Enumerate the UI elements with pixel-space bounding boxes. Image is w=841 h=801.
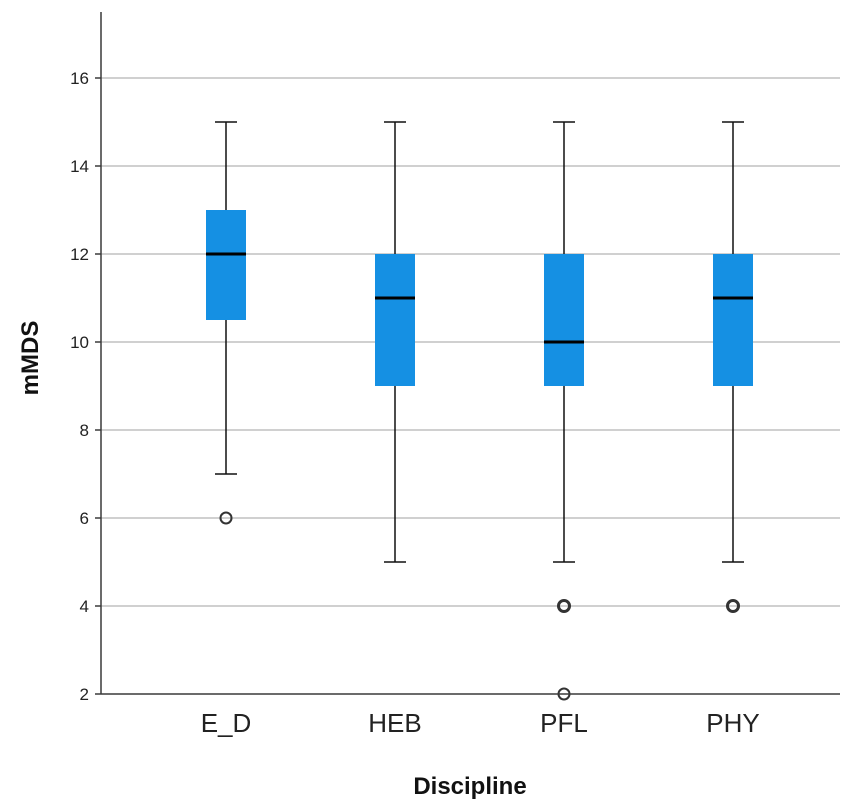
outlier-point-1	[557, 599, 571, 613]
iqr-box	[713, 254, 753, 386]
iqr-box	[206, 210, 246, 320]
y-tick-label-12: 12	[70, 245, 89, 264]
y-axis-ticks: 2 4 6 8 10 12 14 16	[70, 69, 101, 704]
y-tick-label-4: 4	[80, 597, 89, 616]
y-tick-label-16: 16	[70, 69, 89, 88]
outlier-point-1	[219, 511, 233, 525]
x-axis-ticks: E_D HEB PFL PHY	[201, 708, 760, 738]
y-tick-label-10: 10	[70, 333, 89, 352]
x-tick-label-e-d: E_D	[201, 708, 252, 738]
box-series	[206, 121, 753, 701]
y-tick-label-8: 8	[80, 421, 89, 440]
box-phy	[713, 121, 753, 613]
iqr-box	[544, 254, 584, 386]
iqr-box	[375, 254, 415, 386]
box-heb	[375, 121, 415, 563]
y-axis-title: mMDS	[17, 321, 44, 396]
box-pfl	[544, 121, 584, 701]
box-e-d	[206, 121, 246, 525]
outlier-point-1	[726, 599, 740, 613]
y-tick-label-6: 6	[80, 509, 89, 528]
x-tick-label-heb: HEB	[368, 708, 421, 738]
x-tick-label-phy: PHY	[706, 708, 759, 738]
y-tick-label-2: 2	[80, 685, 89, 704]
x-axis-title: Discipline	[413, 773, 526, 800]
x-tick-label-pfl: PFL	[540, 708, 588, 738]
y-tick-label-14: 14	[70, 157, 89, 176]
